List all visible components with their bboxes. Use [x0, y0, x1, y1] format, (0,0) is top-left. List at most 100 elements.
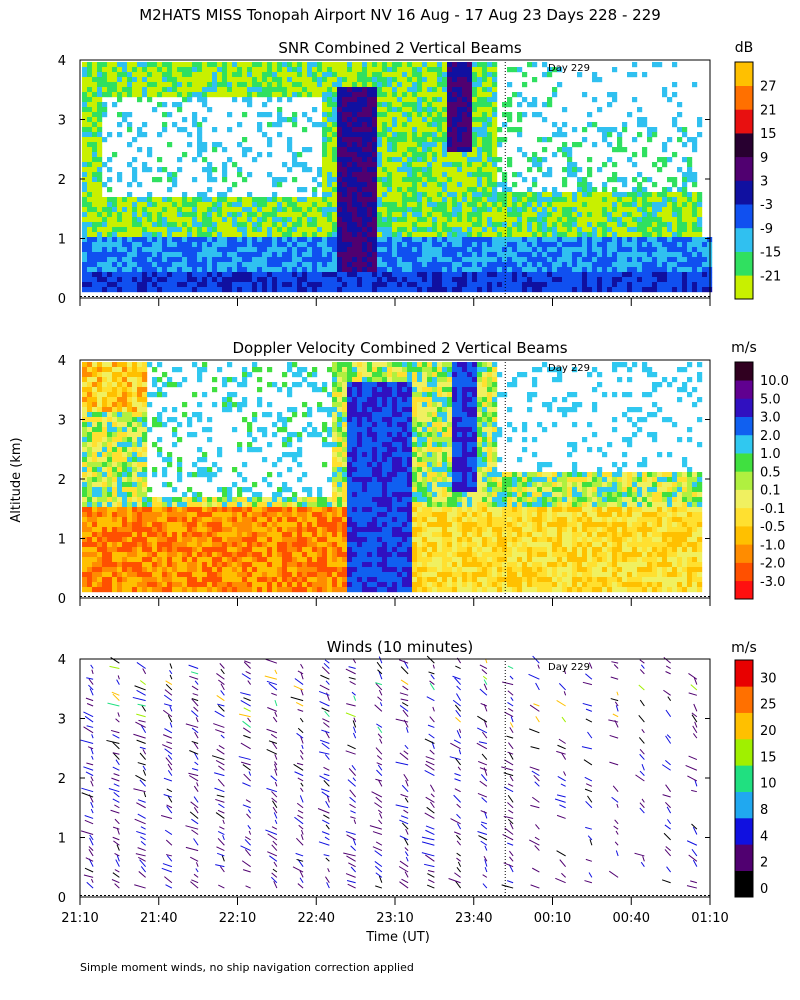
field-cell	[192, 117, 198, 123]
field-cell	[482, 212, 488, 218]
field-cell	[112, 407, 118, 413]
field-cell	[297, 207, 303, 213]
field-cell	[602, 247, 608, 253]
field-cell	[452, 182, 458, 188]
field-cell	[302, 77, 308, 83]
field-cell	[302, 222, 308, 228]
field-cell	[157, 557, 163, 563]
field-cell	[577, 182, 583, 188]
field-cell	[152, 517, 158, 523]
field-cell	[312, 197, 318, 203]
field-cell	[562, 132, 568, 138]
field-cell	[372, 107, 378, 113]
field-cell	[237, 237, 243, 243]
field-cell	[152, 107, 158, 113]
field-cell	[157, 587, 163, 593]
field-cell	[162, 482, 168, 488]
field-cell	[332, 222, 338, 228]
field-cell	[277, 277, 283, 283]
field-cell	[362, 157, 368, 163]
field-cell	[572, 237, 578, 243]
field-cell	[82, 547, 88, 553]
field-cell	[82, 82, 88, 88]
field-cell	[362, 152, 368, 158]
field-cell	[112, 522, 118, 528]
field-cell	[462, 62, 468, 68]
field-cell	[352, 87, 358, 93]
field-cell	[562, 197, 568, 203]
field-cell	[437, 152, 443, 158]
field-cell	[202, 167, 208, 173]
field-cell	[597, 237, 603, 243]
field-cell	[187, 222, 193, 228]
field-cell	[242, 247, 248, 253]
field-cell	[462, 72, 468, 78]
field-cell	[92, 477, 98, 483]
field-cell	[97, 427, 103, 433]
field-cell	[102, 437, 108, 443]
field-cell	[377, 237, 383, 243]
field-cell	[337, 187, 343, 193]
field-cell	[147, 62, 153, 68]
field-cell	[117, 227, 123, 233]
field-cell	[607, 207, 613, 213]
field-cell	[187, 237, 193, 243]
field-cell	[102, 447, 108, 453]
field-cell	[612, 192, 618, 198]
field-cell	[87, 407, 93, 413]
field-cell	[127, 247, 133, 253]
field-cell	[362, 222, 368, 228]
field-cell	[642, 187, 648, 193]
field-cell	[642, 147, 648, 153]
field-cell	[202, 82, 208, 88]
field-cell	[147, 282, 153, 288]
field-cell	[447, 222, 453, 228]
field-cell	[522, 267, 528, 273]
field-cell	[147, 222, 153, 228]
field-cell	[327, 117, 333, 123]
field-cell	[392, 77, 398, 83]
field-cell	[397, 72, 403, 78]
field-cell	[467, 167, 473, 173]
field-cell	[597, 257, 603, 263]
field-cell	[512, 252, 518, 258]
field-cell	[142, 467, 148, 473]
field-cell	[412, 157, 418, 163]
field-cell	[137, 207, 143, 213]
field-cell	[457, 147, 463, 153]
field-cell	[612, 127, 618, 133]
field-cell	[622, 277, 628, 283]
field-cell	[167, 287, 173, 293]
field-cell	[197, 92, 203, 98]
field-cell	[192, 197, 198, 203]
field-cell	[157, 232, 163, 238]
field-cell	[82, 222, 88, 228]
field-cell	[687, 267, 693, 273]
field-cell	[537, 162, 543, 168]
field-cell	[352, 92, 358, 98]
field-cell	[467, 202, 473, 208]
field-cell	[312, 267, 318, 273]
field-cell	[282, 177, 288, 183]
field-cell	[612, 227, 618, 233]
field-cell	[87, 267, 93, 273]
field-cell	[247, 102, 253, 108]
field-cell	[102, 197, 108, 203]
field-cell	[587, 217, 593, 223]
field-cell	[157, 202, 163, 208]
field-cell	[217, 237, 223, 243]
field-cell	[442, 72, 448, 78]
field-cell	[162, 67, 168, 73]
field-cell	[132, 92, 138, 98]
field-cell	[532, 182, 538, 188]
field-cell	[462, 77, 468, 83]
field-cell	[207, 287, 213, 293]
field-cell	[247, 172, 253, 178]
field-cell	[267, 242, 273, 248]
field-cell	[92, 367, 98, 373]
field-cell	[152, 247, 158, 253]
field-cell	[217, 207, 223, 213]
field-cell	[387, 182, 393, 188]
field-cell	[567, 227, 573, 233]
field-cell	[347, 132, 353, 138]
